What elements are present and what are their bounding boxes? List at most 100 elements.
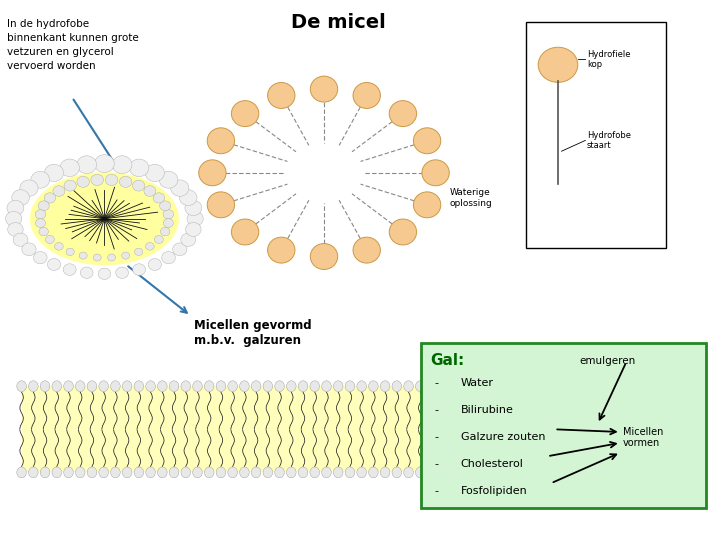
Ellipse shape xyxy=(207,192,235,218)
Ellipse shape xyxy=(13,233,28,246)
Text: Hydrofobe
staart: Hydrofobe staart xyxy=(587,131,631,150)
Text: emulgeren: emulgeren xyxy=(580,356,636,367)
Ellipse shape xyxy=(122,252,130,259)
Ellipse shape xyxy=(228,381,238,392)
Ellipse shape xyxy=(134,467,144,478)
Ellipse shape xyxy=(263,467,273,478)
Ellipse shape xyxy=(158,381,167,392)
Ellipse shape xyxy=(193,381,202,392)
Ellipse shape xyxy=(333,467,343,478)
Text: -: - xyxy=(434,405,438,415)
Text: -: - xyxy=(434,432,438,442)
Ellipse shape xyxy=(52,381,62,392)
Ellipse shape xyxy=(207,128,235,154)
Text: -: - xyxy=(434,459,438,469)
Ellipse shape xyxy=(38,201,49,211)
Ellipse shape xyxy=(45,164,63,181)
Ellipse shape xyxy=(171,180,189,196)
Bar xyxy=(526,22,666,248)
Ellipse shape xyxy=(132,180,145,191)
Ellipse shape xyxy=(159,171,178,188)
Ellipse shape xyxy=(29,467,38,478)
Ellipse shape xyxy=(169,467,179,478)
Ellipse shape xyxy=(94,154,114,173)
Ellipse shape xyxy=(111,467,120,478)
Bar xyxy=(421,343,706,508)
Ellipse shape xyxy=(64,180,76,191)
Ellipse shape xyxy=(427,467,437,478)
Ellipse shape xyxy=(77,176,89,187)
Ellipse shape xyxy=(145,381,156,392)
Ellipse shape xyxy=(135,248,143,255)
Ellipse shape xyxy=(52,467,62,478)
Ellipse shape xyxy=(422,160,449,186)
Ellipse shape xyxy=(107,254,116,261)
Ellipse shape xyxy=(145,467,156,478)
Ellipse shape xyxy=(134,381,144,392)
Ellipse shape xyxy=(263,381,273,392)
Ellipse shape xyxy=(55,242,63,250)
Ellipse shape xyxy=(93,254,102,261)
Ellipse shape xyxy=(310,467,320,478)
Ellipse shape xyxy=(8,222,23,237)
Ellipse shape xyxy=(169,381,179,392)
Ellipse shape xyxy=(392,467,402,478)
Text: Gal:: Gal: xyxy=(430,353,464,368)
Ellipse shape xyxy=(39,227,48,236)
Ellipse shape xyxy=(29,381,38,392)
Ellipse shape xyxy=(380,381,390,392)
Ellipse shape xyxy=(35,210,46,219)
Ellipse shape xyxy=(231,219,258,245)
Ellipse shape xyxy=(17,381,27,392)
Ellipse shape xyxy=(268,83,295,109)
Ellipse shape xyxy=(112,156,132,173)
Ellipse shape xyxy=(66,248,74,255)
Ellipse shape xyxy=(7,200,24,215)
Ellipse shape xyxy=(181,467,191,478)
Ellipse shape xyxy=(48,259,60,271)
Ellipse shape xyxy=(148,259,161,271)
Ellipse shape xyxy=(122,467,132,478)
Ellipse shape xyxy=(99,467,109,478)
Ellipse shape xyxy=(310,76,338,102)
Ellipse shape xyxy=(322,467,331,478)
Ellipse shape xyxy=(76,381,85,392)
Ellipse shape xyxy=(369,381,378,392)
Ellipse shape xyxy=(6,211,22,226)
Ellipse shape xyxy=(287,467,296,478)
Ellipse shape xyxy=(120,176,132,187)
Ellipse shape xyxy=(240,381,249,392)
Ellipse shape xyxy=(369,467,378,478)
Ellipse shape xyxy=(415,381,425,392)
Ellipse shape xyxy=(390,100,417,126)
Ellipse shape xyxy=(275,381,284,392)
Ellipse shape xyxy=(91,174,104,186)
Ellipse shape xyxy=(251,467,261,478)
Ellipse shape xyxy=(298,381,308,392)
Text: In de hydrofobe
binnenkant kunnen grote
vetzuren en glycerol
vervoerd worden: In de hydrofobe binnenkant kunnen grote … xyxy=(7,19,139,71)
Text: Micellen gevormd
m.b.v.  galzuren: Micellen gevormd m.b.v. galzuren xyxy=(194,319,312,347)
Ellipse shape xyxy=(63,467,73,478)
Ellipse shape xyxy=(40,381,50,392)
Ellipse shape xyxy=(20,180,38,196)
Bar xyxy=(22,386,432,472)
Ellipse shape xyxy=(33,252,47,264)
Ellipse shape xyxy=(333,381,343,392)
Ellipse shape xyxy=(31,171,50,188)
Ellipse shape xyxy=(404,467,413,478)
Ellipse shape xyxy=(40,467,50,478)
Ellipse shape xyxy=(185,200,202,215)
Ellipse shape xyxy=(392,381,402,392)
Ellipse shape xyxy=(187,211,203,226)
Ellipse shape xyxy=(345,381,355,392)
Ellipse shape xyxy=(163,210,174,219)
Ellipse shape xyxy=(186,222,201,237)
Ellipse shape xyxy=(231,100,258,126)
Text: Hydrofiele
kop: Hydrofiele kop xyxy=(587,50,630,69)
Ellipse shape xyxy=(199,160,226,186)
Ellipse shape xyxy=(413,128,441,154)
Ellipse shape xyxy=(181,381,191,392)
Text: De micel: De micel xyxy=(291,14,386,32)
Text: Fosfolipiden: Fosfolipiden xyxy=(461,486,528,496)
Ellipse shape xyxy=(310,381,320,392)
